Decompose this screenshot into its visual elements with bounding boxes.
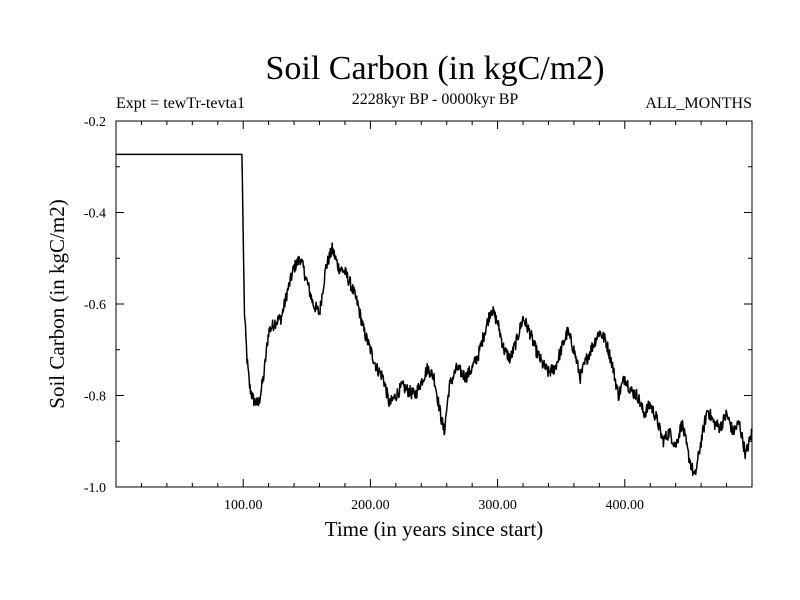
x-tick-label: 300.00 [478,498,517,513]
experiment-label: Expt = tewTr-tevta1 [116,95,245,112]
time-range-subtitle: 2228kyr BP - 0000kyr BP [351,91,519,108]
y-tick-label: -0.6 [84,298,106,313]
x-tick-label: 100.00 [224,498,263,513]
axis-ticks [116,121,752,487]
axis-tick-labels: 100.00 200.00 300.00 400.00 -1.0 -0.8 -0.6 -0.4… [84,115,644,513]
x-tick-label: 200.00 [351,498,390,513]
y-tick-label: -0.2 [84,115,106,130]
y-tick-label: -1.0 [84,481,106,496]
y-tick-label: -0.4 [84,207,106,222]
x-tick-label: 400.00 [606,498,645,513]
chart-title: Soil Carbon (in kgC/m2) [265,50,605,87]
y-tick-label: -0.8 [84,390,106,405]
soil-carbon-series-line [116,153,753,477]
x-axis-label: Time (in years since start) [325,517,544,541]
y-axis-label: Soil Carbon (in kgC/m2) [45,199,69,408]
plot-frame [115,120,753,488]
period-label: ALL_MONTHS [645,95,752,112]
